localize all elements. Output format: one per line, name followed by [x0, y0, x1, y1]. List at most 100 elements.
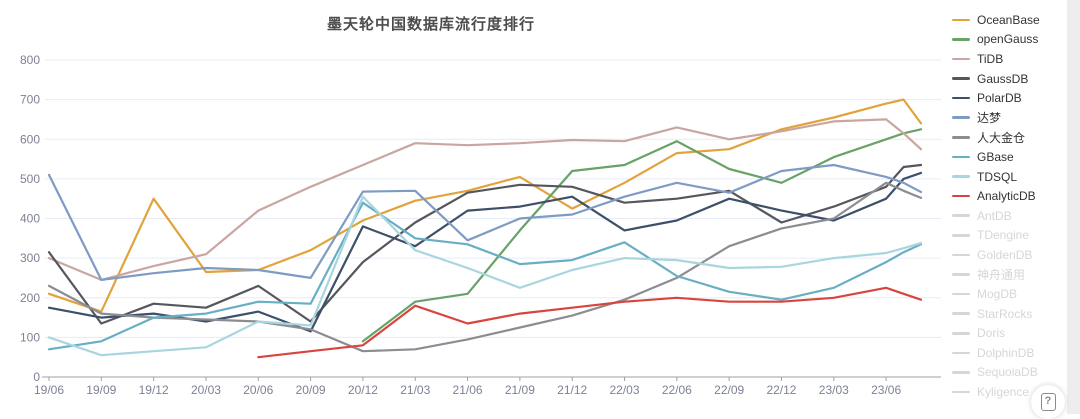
legend-label-analyticdb: AnalyticDB: [977, 189, 1036, 204]
x-axis-label: 21/12: [557, 383, 587, 397]
legend-swatch-doris: [952, 332, 970, 335]
x-axis-label: 21/06: [453, 383, 483, 397]
legend-item-kingbase[interactable]: 人大金仓: [952, 128, 1066, 148]
x-axis-label: 23/06: [871, 383, 901, 397]
y-axis-label: 800: [20, 53, 40, 67]
x-axis-label: 22/06: [662, 383, 692, 397]
y-axis-label: 200: [20, 291, 40, 305]
series-line-tidb: [47, 118, 923, 281]
legend-label-shentong: 神舟通用: [977, 268, 1026, 283]
legend-swatch-goldendb: [952, 253, 970, 257]
legend-item-analyticdb[interactable]: AnalyticDB: [952, 186, 1066, 206]
legend-swatch-tidb: [952, 57, 970, 61]
series-line-polardb: [47, 171, 923, 333]
legend-swatch-analyticdb: [952, 194, 970, 198]
page-title: 墨天轮中国数据库流行度排行: [326, 16, 535, 33]
legend-label-tidb: TiDB: [977, 51, 1004, 66]
legend-label-goldendb: GoldenDB: [977, 247, 1033, 262]
series-line-oceanbase: [47, 98, 923, 313]
legend-swatch-gaussdb: [952, 77, 970, 80]
x-axis-label: 19/12: [139, 383, 169, 397]
legend-label-tdengine: TDengine: [977, 228, 1030, 243]
x-axis-label: 20/03: [191, 383, 221, 397]
legend-item-dolphindb[interactable]: DolphinDB: [952, 343, 1066, 363]
y-axis-label: 0: [33, 370, 40, 384]
legend-label-oceanbase: OceanBase: [977, 12, 1040, 27]
legend-item-doris[interactable]: Doris: [952, 324, 1066, 344]
y-axis-label: 400: [20, 212, 40, 226]
legend-swatch-antdb: [952, 214, 970, 218]
legend-label-polardb: PolarDB: [977, 91, 1022, 106]
series-line-tdsql: [47, 195, 923, 357]
help-button[interactable]: ?: [1031, 385, 1065, 419]
legend-item-starrocks[interactable]: StarRocks: [952, 304, 1066, 324]
legend-label-gbase: GBase: [977, 149, 1014, 164]
legend-item-sequoiadb[interactable]: SequoiaDB: [952, 363, 1066, 383]
x-axis-label: 22/12: [766, 383, 796, 397]
legend-label-doris: Doris: [977, 326, 1006, 341]
x-axis-label: 20/06: [243, 383, 273, 397]
legend-label-dolphindb: DolphinDB: [977, 345, 1035, 360]
legend-label-antdb: AntDB: [977, 208, 1012, 223]
y-axis-label: 500: [20, 172, 40, 186]
x-axis-label: 21/03: [400, 383, 430, 397]
chart-legend: OceanBase openGauss TiDB GaussDB PolarDB 达梦人大…: [952, 10, 1066, 402]
series-line-gaussdb: [47, 163, 923, 325]
legend-item-tidb[interactable]: TiDB: [952, 49, 1066, 69]
legend-label-sequoiadb: SequoiaDB: [977, 365, 1038, 380]
legend-item-opengauss[interactable]: openGauss: [952, 30, 1066, 50]
legend-item-gaussdb[interactable]: GaussDB: [952, 69, 1066, 89]
legend-swatch-dameng: [952, 116, 970, 120]
legend-label-starrocks: StarRocks: [977, 306, 1033, 321]
legend-item-shentong[interactable]: 神舟通用: [952, 265, 1066, 285]
x-axis-label: 20/12: [348, 383, 378, 397]
legend-swatch-kyligence: [952, 390, 970, 394]
legend-swatch-shentong: [952, 273, 970, 276]
legend-label-mogdb: MogDB: [977, 287, 1018, 302]
x-axis-label: 23/03: [819, 383, 849, 397]
legend-label-dameng: 达梦: [977, 111, 1002, 126]
series-line-gbase: [47, 201, 923, 351]
legend-label-opengauss: openGauss: [977, 32, 1039, 47]
legend-item-goldendb[interactable]: GoldenDB: [952, 245, 1066, 265]
legend-item-kyligence[interactable]: Kyligence: [952, 382, 1066, 402]
y-axis-label: 100: [20, 330, 40, 344]
legend-item-dameng[interactable]: 达梦: [952, 108, 1066, 128]
legend-swatch-starrocks: [952, 312, 970, 315]
legend-label-kingbase: 人大金仓: [977, 130, 1026, 145]
legend-item-gbase[interactable]: GBase: [952, 147, 1066, 167]
legend-item-antdb[interactable]: AntDB: [952, 206, 1066, 226]
legend-swatch-polardb: [952, 96, 970, 100]
x-axis-label: 22/09: [714, 383, 744, 397]
legend-swatch-opengauss: [952, 38, 970, 41]
legend-swatch-tdengine: [952, 234, 970, 237]
y-axis-label: 700: [20, 93, 40, 107]
series-line-analyticdb: [257, 286, 923, 359]
legend-swatch-kingbase: [952, 136, 970, 139]
x-axis-label: 21/09: [505, 383, 535, 397]
legend-swatch-sequoiadb: [952, 371, 970, 374]
y-axis-label: 600: [20, 132, 40, 146]
series-line-kingbase: [47, 181, 923, 353]
series-line-dameng: [47, 163, 923, 281]
legend-item-oceanbase[interactable]: OceanBase: [952, 10, 1066, 30]
legend-item-mogdb[interactable]: MogDB: [952, 284, 1066, 304]
x-axis-label: 22/03: [610, 383, 640, 397]
legend-swatch-gbase: [952, 155, 970, 159]
legend-swatch-oceanbase: [952, 18, 970, 22]
page-scrollbar[interactable]: [1067, 0, 1080, 414]
legend-swatch-mogdb: [952, 292, 970, 296]
x-axis-label: 19/06: [34, 383, 64, 397]
legend-item-tdsql[interactable]: TDSQL: [952, 167, 1066, 187]
x-axis-label: 19/09: [86, 383, 116, 397]
x-axis-label: 20/09: [296, 383, 326, 397]
help-icon: ?: [1040, 393, 1056, 411]
line-chart: 0 100 200 300 400 500 600 700 800 19/06 19/09 19/12…: [20, 53, 941, 397]
legend-item-polardb[interactable]: PolarDB: [952, 88, 1066, 108]
series-line-opengauss: [361, 128, 923, 343]
legend-item-tdengine[interactable]: TDengine: [952, 226, 1066, 246]
legend-swatch-tdsql: [952, 175, 970, 178]
legend-label-gaussdb: GaussDB: [977, 71, 1029, 86]
legend-label-kyligence: Kyligence: [977, 385, 1030, 400]
